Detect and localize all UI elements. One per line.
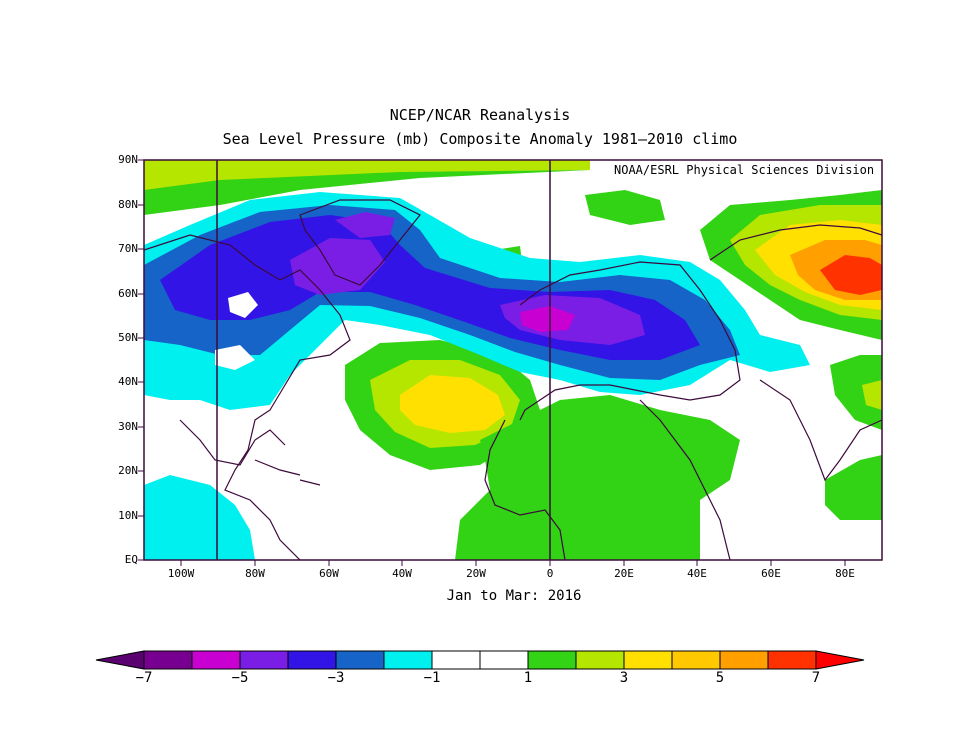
lat-label: 20N [118, 464, 138, 477]
tropical-cyan [144, 475, 255, 560]
chart-subtitle: Sea Level Pressure (mb) Composite Anomal… [222, 130, 738, 148]
credit-label: NOAA/ESRL Physical Sciences Division [612, 163, 877, 177]
low-violet-west [290, 238, 385, 295]
lon-label: 80E [835, 567, 855, 580]
colorbar-swatch [527, 650, 577, 670]
africa-coast [484, 399, 731, 560]
colorbar-arrow-low [95, 650, 145, 670]
colorbar [95, 650, 865, 670]
colorbar-label: −5 [231, 670, 249, 686]
period-label: Jan to Mar: 2016 [446, 588, 582, 604]
arctic-green-band-lower [144, 170, 590, 215]
colorbar-label: 7 [811, 670, 821, 686]
low-magenta-europe [520, 306, 575, 332]
low-hole-lakes [215, 345, 255, 370]
lat-label: 30N [118, 420, 138, 433]
lon-label: 60W [319, 567, 339, 580]
low-violet-arctic [335, 212, 395, 238]
colorbar-swatch [383, 650, 433, 670]
colorbar-label: −7 [135, 670, 153, 686]
colorbar-swatch [479, 650, 529, 670]
coastlines [144, 199, 882, 560]
colorbar-swatch [767, 650, 817, 670]
lat-label: 50N [118, 331, 138, 344]
colorbar-swatch [239, 650, 289, 670]
colorbar-swatch [623, 650, 673, 670]
asia-coast [709, 224, 882, 482]
lon-label: 100W [167, 567, 195, 580]
arabia-yellowgreen [862, 380, 882, 410]
colorbar-swatch [287, 650, 337, 670]
north-america-coast [144, 234, 351, 560]
azores-high-yellow [400, 375, 505, 433]
lon-label: 80W [245, 567, 265, 580]
lon-label: 0 [546, 567, 554, 580]
greenland-sea-green [585, 190, 665, 225]
colorbar-swatch [575, 650, 625, 670]
lon-label: 20W [466, 567, 486, 580]
colorbar-label: 1 [523, 670, 533, 686]
colorbar-swatch [191, 650, 241, 670]
lat-label: 90N [118, 153, 138, 166]
lat-label: 10N [118, 509, 138, 522]
lat-label: 60N [118, 287, 138, 300]
lon-label: 40W [392, 567, 412, 580]
colorbar-swatch [431, 650, 481, 670]
lon-label: 20E [614, 567, 634, 580]
colorbar-swatch [671, 650, 721, 670]
axis-ticks [138, 159, 846, 566]
lat-label: 80N [118, 198, 138, 211]
africa-green [455, 395, 740, 560]
europe-coast [519, 261, 741, 421]
greenland-coast [299, 199, 421, 286]
lat-label: 40N [118, 375, 138, 388]
arabia-green [830, 355, 882, 430]
low-hole-canada [228, 292, 258, 318]
lon-label: 60E [761, 567, 781, 580]
colorbar-label: −3 [327, 670, 345, 686]
map-frame [143, 159, 883, 561]
indian-ocean-green [825, 455, 882, 520]
colorbar-label: 5 [715, 670, 725, 686]
anomaly-field [144, 160, 882, 560]
colorbar-swatch [719, 650, 769, 670]
lat-label: EQ [124, 553, 138, 566]
colorbar-label: −1 [423, 670, 441, 686]
siberian-high-red [820, 255, 882, 295]
gulf-of-mexico-coast [179, 419, 286, 466]
colorbar-swatch [335, 650, 385, 670]
colorbar-label: 3 [619, 670, 629, 686]
colorbar-arrow-high [815, 650, 865, 670]
lat-label: 70N [118, 242, 138, 255]
lon-label: 40E [687, 567, 707, 580]
chart-title: NCEP/NCAR Reanalysis [389, 106, 571, 124]
caribbean-coast [254, 459, 321, 486]
colorbar-swatch [143, 650, 193, 670]
